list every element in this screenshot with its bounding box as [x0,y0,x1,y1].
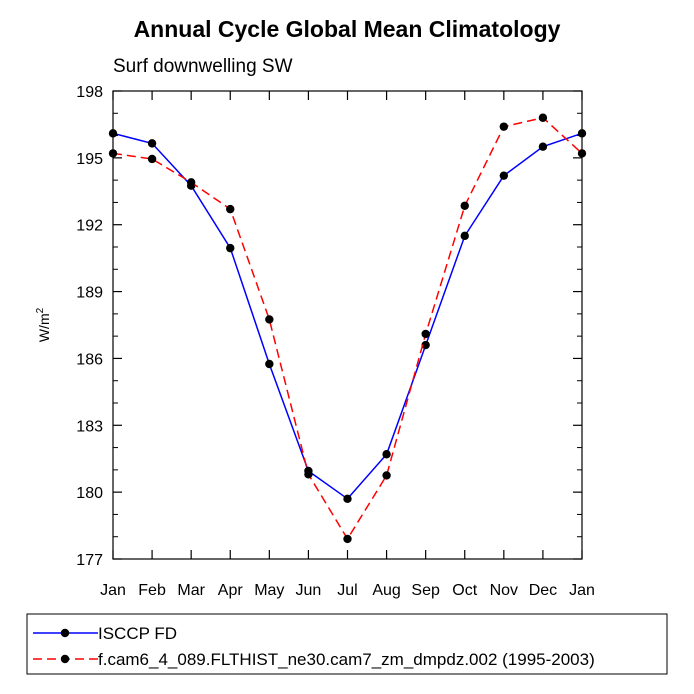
x-tick-label: Nov [490,582,518,599]
series-2-point [577,149,587,158]
series-1-point [499,171,509,180]
x-tick-label: Mar [177,582,205,599]
plot-series [108,113,587,544]
legend-label-2: f.cam6_4_089.FLTHIST_ne30.cam7_zm_dmpdz.… [98,650,595,669]
series-2-point [304,470,313,479]
y-tick-label: 192 [76,218,103,235]
x-tick-label: Oct [452,582,477,599]
x-axis: Jan Feb Mar Apr May Jun Jul Aug Sep Oct Nov Dec Jan [100,91,595,599]
x-tick-label: May [254,582,284,599]
series-1-point [460,231,469,241]
y-tick-label: 180 [76,485,103,502]
x-tick-label: Jan [100,582,126,599]
x-tick-label: Jan [569,582,595,599]
series-2-point [186,178,196,187]
series-1-point [108,129,118,138]
y-tick-label: 189 [76,285,103,302]
series-2-point [226,204,235,214]
y-tick-label: 198 [76,84,103,101]
y-tick-label: 195 [76,151,103,168]
x-tick-label: Jun [296,582,322,599]
y-tick-label: 183 [76,418,103,435]
y-axis-label-unit: W/m [36,313,52,342]
y-axis-label-superscript: 2 [35,307,46,313]
legend-box [26,613,668,675]
x-tick-label: Apr [218,582,244,599]
series-2-point [382,471,391,480]
series-1-point [421,340,430,350]
series-line-1 [112,132,583,500]
series-1-point [147,139,157,148]
legend-marker-1 [60,628,70,638]
x-tick-label: Jul [337,582,357,599]
y-axis: 177 180 183 186 189 192 195 198 [76,84,582,569]
chart-title: Annual Cycle Global Mean Climatology [134,16,561,42]
series-2-point [265,315,274,324]
series-2-point [108,149,118,158]
series-2-point [421,329,430,339]
y-axis-label: W/m2 [35,307,52,342]
x-tick-label: Aug [372,582,400,599]
series-2-point [538,113,548,122]
series-1-point [577,129,587,138]
y-tick-label: 177 [76,552,103,569]
series-2-point [147,154,157,164]
legend-marker-2 [60,654,70,664]
series-1-point [265,359,274,369]
legend: ISCCP FD f.cam6_4_089.FLTHIST_ne30.cam7_z… [33,624,595,669]
x-tick-label: Dec [529,582,557,599]
y-tick-label: 186 [76,351,103,368]
series-line-2 [112,116,583,541]
chart-subtitle: Surf downwelling SW [113,56,293,77]
x-tick-label: Sep [411,582,440,599]
series-1-point [538,142,548,151]
x-tick-label: Feb [138,582,166,599]
series-2-point [343,534,352,544]
series-2-point [460,201,469,210]
legend-label-1: ISCCP FD [98,624,177,643]
series-2-point [499,122,509,131]
series-1-point [382,450,391,459]
series-1-point [226,243,235,253]
plot-frame [112,90,583,560]
series-1-point [343,494,352,504]
